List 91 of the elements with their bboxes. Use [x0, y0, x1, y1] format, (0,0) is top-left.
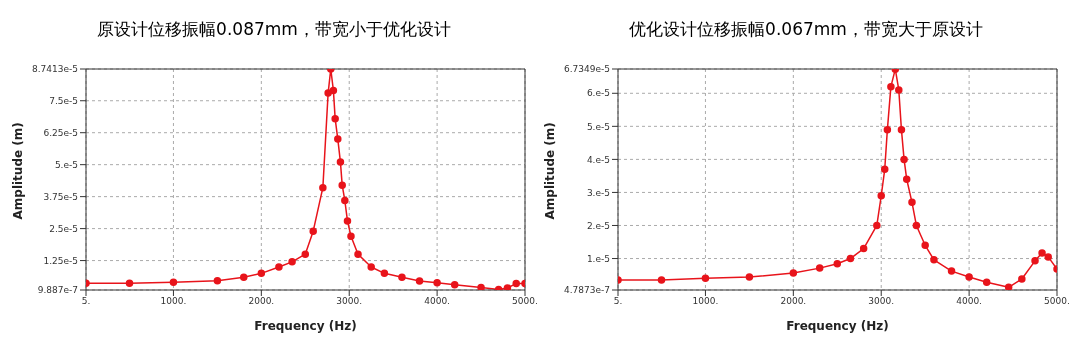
y-axis-title: Amplitude (m): [543, 122, 558, 220]
x-tick-label: 3000.: [868, 296, 895, 307]
x-tick-label: 3000.: [336, 296, 363, 307]
point: [859, 244, 868, 253]
point: [367, 263, 375, 271]
y-tick-label: 4.e-5: [586, 154, 610, 165]
point: [1031, 257, 1039, 265]
point: [334, 135, 342, 143]
point: [883, 125, 892, 134]
y-tick-label: 1.e-5: [586, 253, 610, 264]
point: [1004, 283, 1013, 290]
x-tick-label: 4000.: [424, 296, 450, 307]
point: [301, 250, 310, 258]
point: [512, 279, 520, 288]
x-tick-label: 2000.: [780, 296, 807, 307]
point: [433, 279, 441, 287]
point: [902, 175, 911, 183]
x-tick-label: 2000.: [248, 296, 275, 307]
point: [815, 264, 824, 272]
y-tick-label: 9.887e-7: [37, 285, 78, 296]
point: [309, 227, 317, 235]
y-tick-label: 6.25e-5: [43, 127, 78, 138]
point: [240, 273, 248, 281]
point: [789, 269, 798, 277]
point: [965, 273, 973, 281]
chart-title: 原设计位移振幅0.087mm，带宽小于优化设计: [96, 18, 452, 41]
point: [450, 281, 459, 289]
point: [331, 114, 339, 123]
point: [354, 250, 362, 258]
x-axis-title: Frequency (Hz): [786, 319, 889, 333]
point: [897, 125, 906, 134]
point: [873, 221, 881, 230]
point: [887, 82, 895, 91]
y-tick-label: 2.5e-5: [49, 223, 78, 234]
y-tick-label: 1.25e-5: [43, 255, 78, 266]
point: [125, 279, 134, 288]
y-tick-label: 3.75e-5: [43, 191, 78, 202]
point: [701, 274, 710, 283]
y-tick-label: 4.7873e-7: [563, 285, 610, 296]
point: [329, 86, 338, 95]
point: [257, 269, 266, 278]
point: [398, 273, 406, 281]
point: [347, 232, 355, 241]
point: [477, 283, 485, 290]
point: [341, 196, 349, 205]
point: [880, 165, 889, 174]
point: [900, 155, 908, 164]
point: [877, 191, 885, 200]
point: [982, 278, 991, 287]
y-tick-label: 6.e-5: [586, 88, 610, 99]
point: [745, 273, 754, 281]
point: [213, 277, 222, 285]
y-axis-title: Amplitude (m): [11, 122, 26, 220]
point: [380, 269, 389, 278]
x-tick-label: 1000.: [160, 296, 187, 307]
point: [657, 276, 666, 284]
point: [324, 89, 332, 97]
point: [912, 221, 921, 230]
y-tick-label: 7.5e-5: [49, 95, 78, 106]
y-tick-label: 8.7413e-5: [31, 64, 78, 75]
x-axis-title: Frequency (Hz): [254, 319, 357, 333]
point: [895, 86, 903, 94]
point: [921, 241, 929, 250]
y-tick-label: 5.e-5: [586, 121, 610, 132]
x-tick-label: 5000.: [1044, 296, 1070, 307]
y-tick-label: 3.e-5: [586, 187, 610, 198]
point: [846, 254, 855, 263]
point: [336, 158, 345, 166]
point: [415, 277, 424, 285]
point: [908, 198, 916, 207]
point: [1044, 253, 1052, 261]
point: [343, 217, 352, 225]
x-tick-label: 5000.: [512, 296, 538, 307]
point: [338, 181, 346, 189]
y-tick-label: 2.e-5: [586, 220, 610, 231]
chart-title: 优化设计位移振幅0.067mm，带宽大于原设计: [628, 18, 984, 41]
point: [947, 267, 956, 275]
point: [833, 260, 842, 268]
point: [930, 256, 938, 264]
point: [275, 263, 283, 271]
y-tick-label: 6.7349e-5: [563, 64, 610, 75]
y-tick-label: 5.e-5: [54, 159, 78, 170]
x-tick-label: 1000.: [692, 296, 719, 307]
point: [1018, 275, 1026, 283]
point: [1038, 249, 1046, 257]
x-tick-label: 5.: [81, 296, 91, 307]
point: [319, 183, 327, 192]
x-tick-label: 5.: [613, 296, 623, 307]
point: [169, 278, 178, 287]
point: [288, 258, 296, 266]
x-tick-label: 4000.: [956, 296, 982, 307]
